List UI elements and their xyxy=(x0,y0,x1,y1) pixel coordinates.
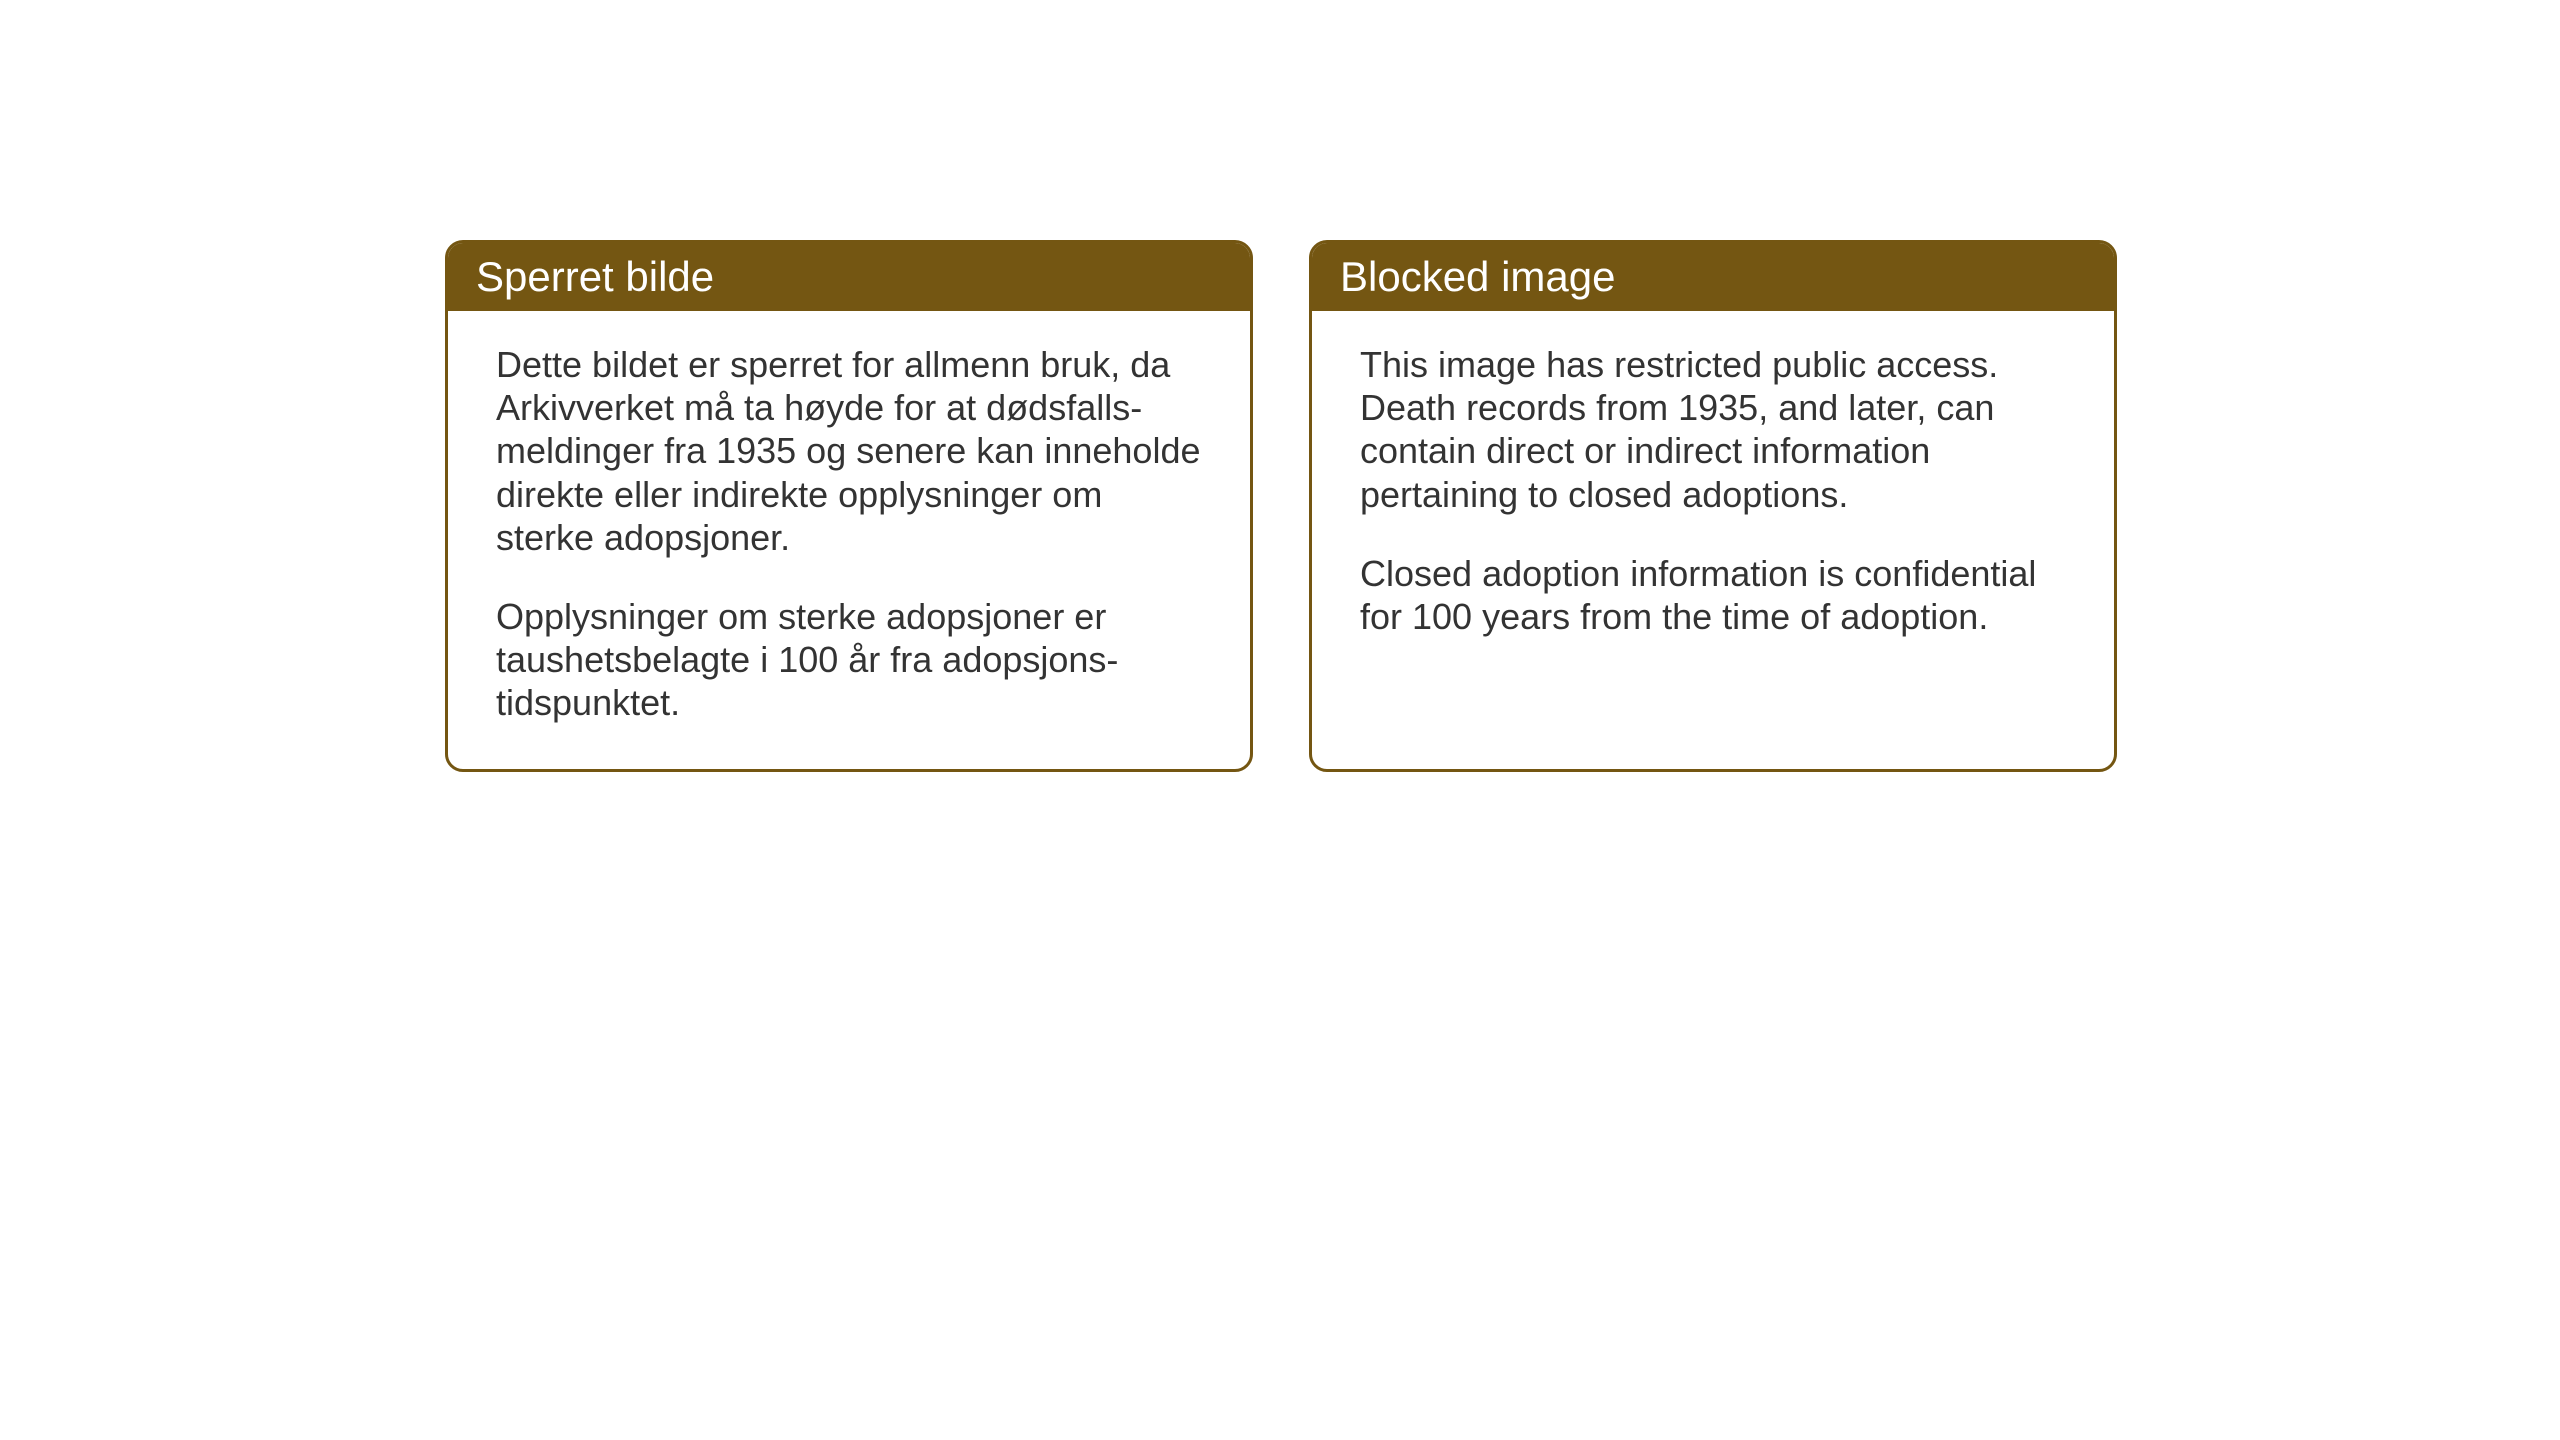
card-paragraph-english-2: Closed adoption information is confident… xyxy=(1360,552,2066,638)
notice-container: Sperret bilde Dette bildet er sperret fo… xyxy=(445,240,2117,772)
card-paragraph-norwegian-1: Dette bildet er sperret for allmenn bruk… xyxy=(496,343,1202,559)
notice-card-english: Blocked image This image has restricted … xyxy=(1309,240,2117,772)
card-title-norwegian: Sperret bilde xyxy=(476,253,714,300)
card-body-norwegian: Dette bildet er sperret for allmenn bruk… xyxy=(448,311,1250,769)
notice-card-norwegian: Sperret bilde Dette bildet er sperret fo… xyxy=(445,240,1253,772)
card-header-english: Blocked image xyxy=(1312,243,2114,311)
card-paragraph-norwegian-2: Opplysninger om sterke adopsjoner er tau… xyxy=(496,595,1202,725)
card-header-norwegian: Sperret bilde xyxy=(448,243,1250,311)
card-paragraph-english-1: This image has restricted public access.… xyxy=(1360,343,2066,516)
card-title-english: Blocked image xyxy=(1340,253,1615,300)
card-body-english: This image has restricted public access.… xyxy=(1312,311,2114,682)
